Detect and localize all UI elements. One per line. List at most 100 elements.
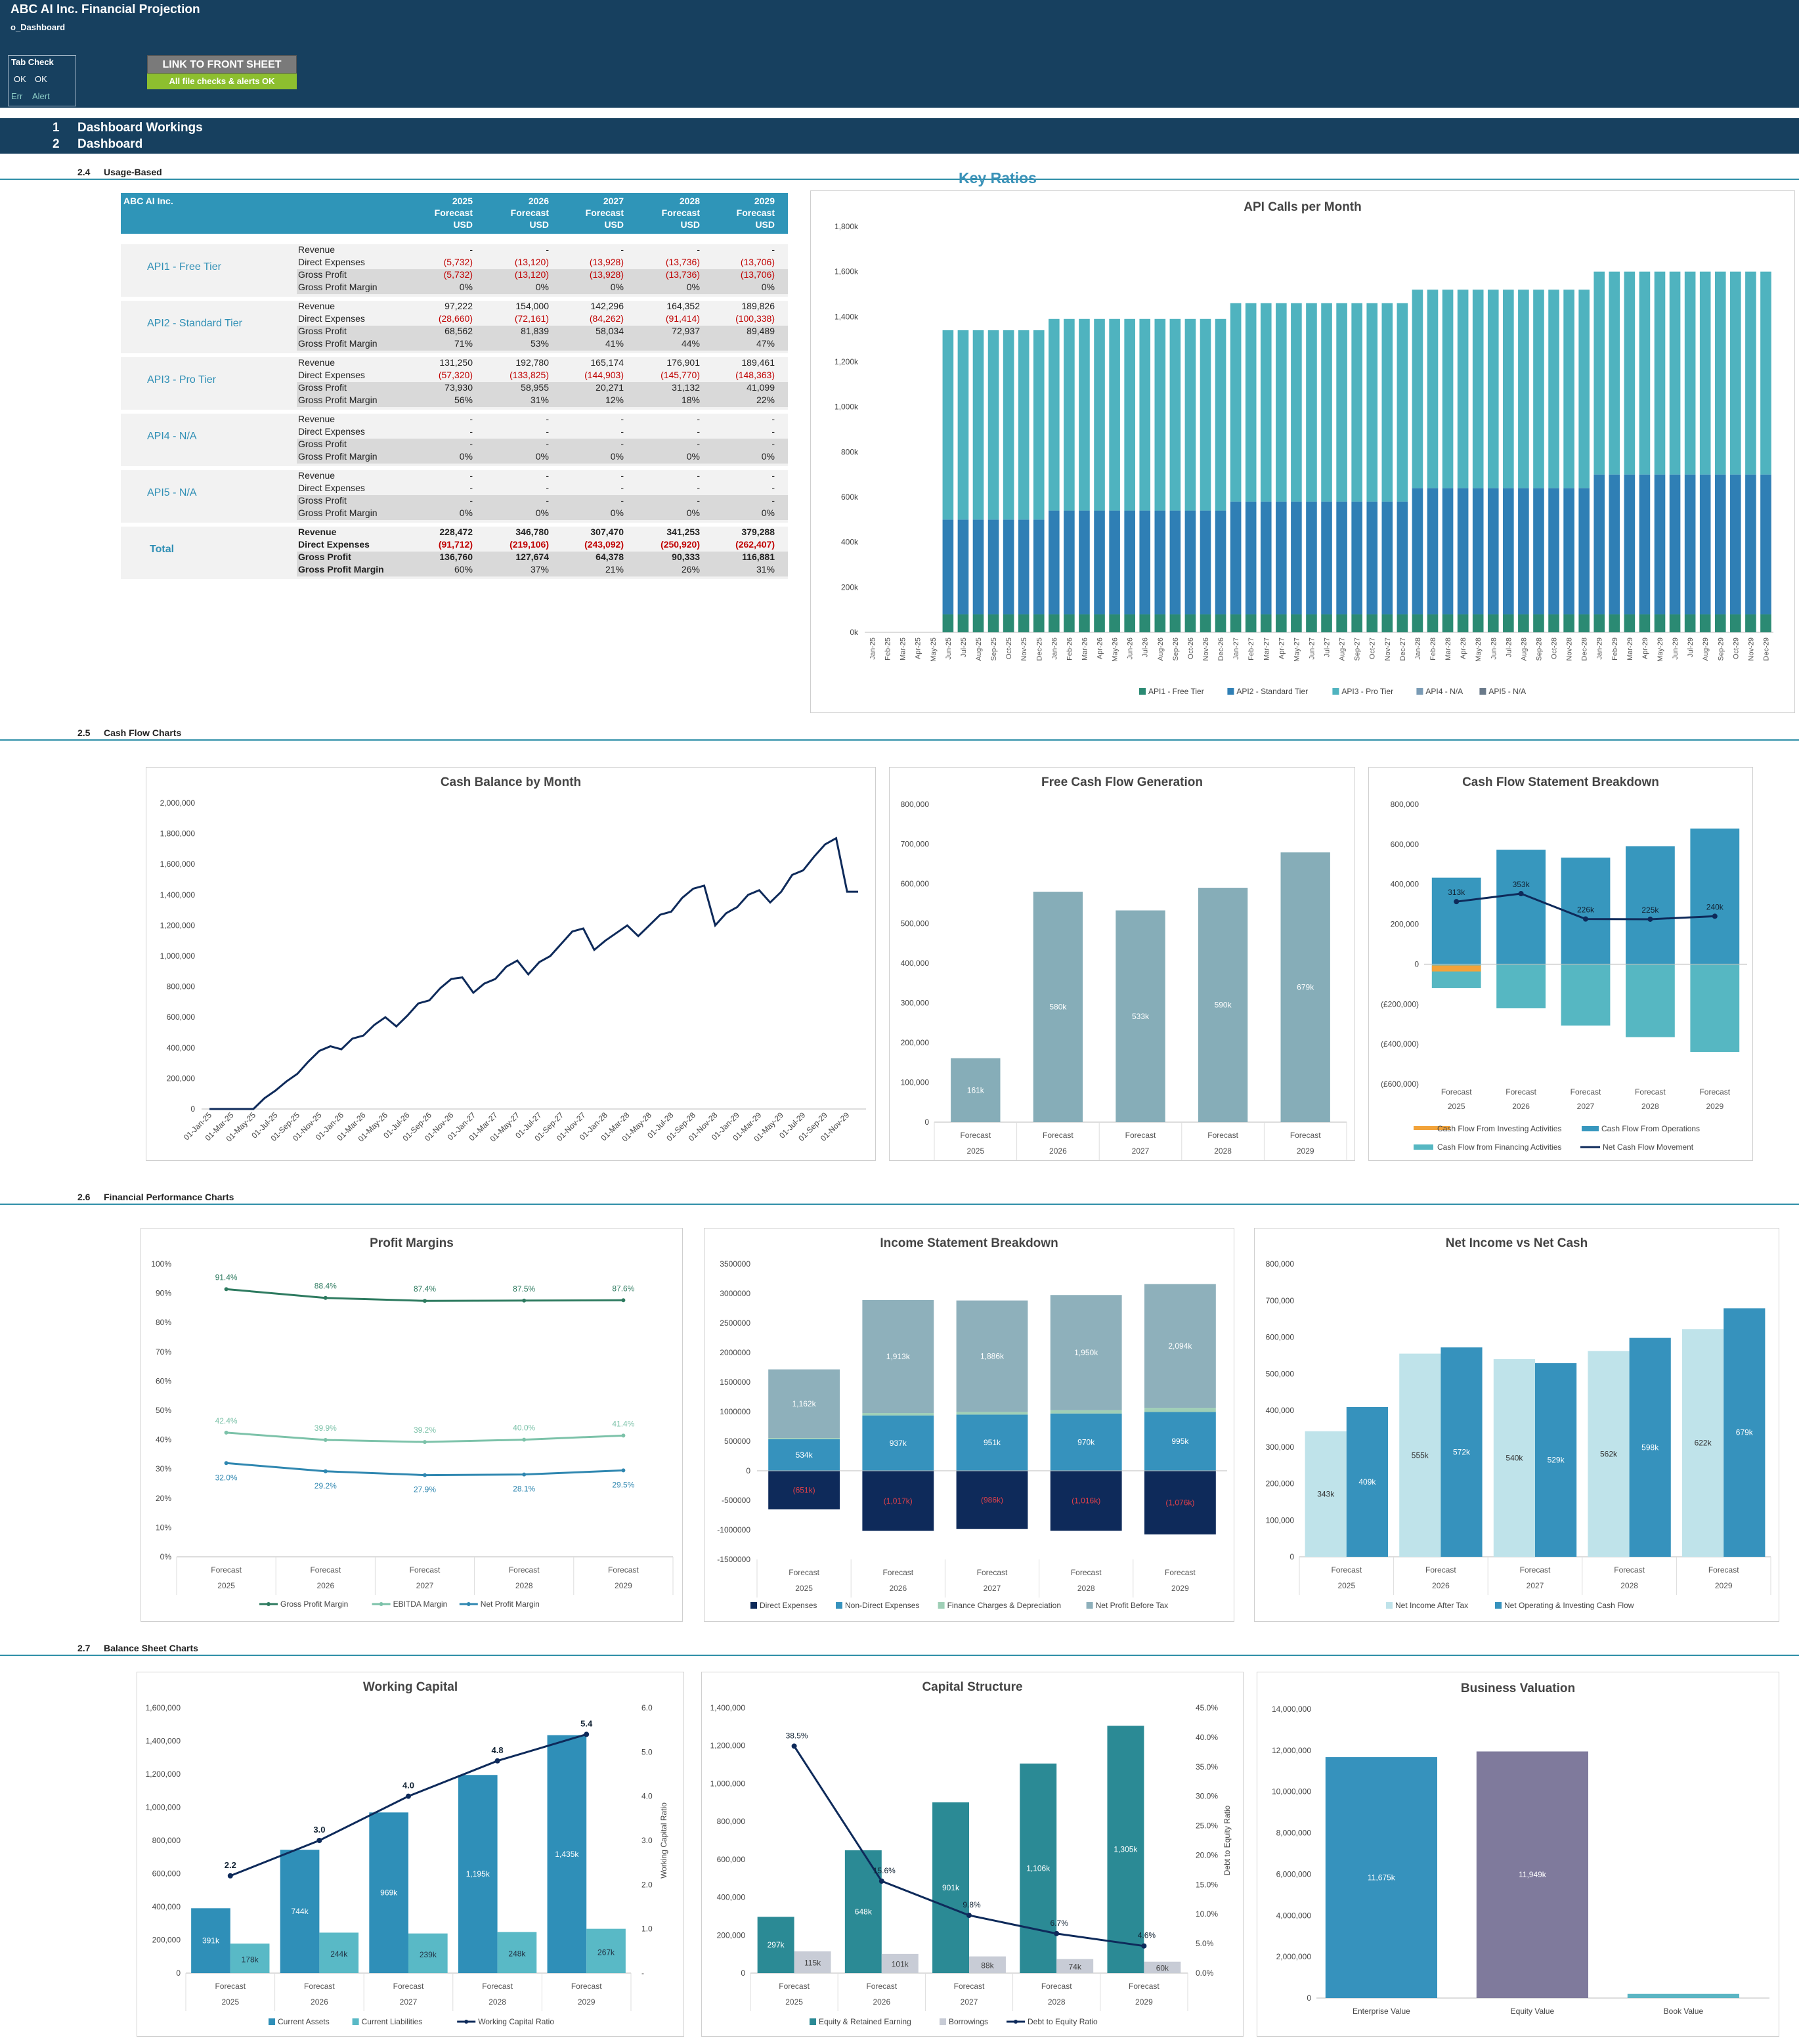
bar-std [1366, 501, 1378, 615]
table-row-label: Revenue [298, 357, 336, 368]
bar-std [1351, 501, 1362, 615]
x-tick-label: Aug-29 [1702, 638, 1710, 661]
nav-item-dashboard-workings[interactable]: Dashboard Workings [77, 121, 203, 135]
net-income-bar [1441, 1347, 1483, 1557]
ratio-marker [878, 1878, 884, 1884]
y-tick-label: 600,000 [1391, 840, 1420, 849]
file-checks-status: All file checks & alerts OK [147, 74, 297, 89]
margin-marker [522, 1437, 527, 1442]
table-cell: 31% [530, 395, 549, 405]
link-to-front-sheet-button[interactable]: LINK TO FRONT SHEET [147, 55, 297, 74]
bar-pro [1094, 318, 1105, 511]
net-income-data-label: 529k [1548, 1456, 1565, 1465]
nav-item-dashboard[interactable]: Dashboard [77, 137, 143, 151]
bar-free [1624, 614, 1636, 632]
y-tick-label: 600,000 [901, 879, 930, 888]
borrowings-label: 74k [1068, 1962, 1081, 1971]
net-income-data-label: 540k [1506, 1453, 1523, 1462]
nav-item-1-number: 1 [53, 121, 60, 135]
bar-std [1563, 488, 1574, 615]
x-category-label: 2025 [217, 1581, 235, 1590]
bar-free [1654, 614, 1666, 632]
ratio-marker [316, 1838, 322, 1843]
x-tick-label: Jun-26 [1127, 638, 1135, 660]
y-tick-label: -1000000 [717, 1525, 750, 1534]
table-cell: 71% [454, 338, 473, 349]
borrowings-label: 101k [892, 1959, 909, 1968]
net-income-bar [1588, 1351, 1630, 1557]
legend-label: Non-Direct Expenses [845, 1601, 919, 1610]
bar-std [1124, 510, 1135, 615]
table-cell: (5,732) [443, 269, 473, 280]
bar-free [1593, 614, 1605, 632]
table-row: Revenue - - - - - [121, 414, 788, 426]
table-cell: 0% [459, 451, 473, 462]
x-tick-label: Jan-25 [869, 638, 877, 660]
direct-expenses-label: (651k) [793, 1485, 815, 1494]
table-cell: - [469, 244, 473, 255]
table-cell: (13,120) [514, 257, 549, 267]
app-header: ABC AI Inc. Financial Projection o_Dashb… [0, 0, 1799, 108]
bar-free [1245, 614, 1257, 632]
x-category-top-label: Forecast [1571, 1087, 1601, 1097]
year-header: 2029 [754, 196, 775, 206]
legend-swatch [1086, 1602, 1093, 1609]
bar-std [1336, 501, 1347, 615]
x-tick-label: Jul-28 [1505, 638, 1513, 657]
bar-pro [1654, 271, 1666, 475]
capital-structure-svg: 0 200,000 400,000 600,000 800,000 1,000,000 1,… [710, 1703, 1232, 2026]
table-row: Gross Profit Margin 0% 0% 0% 0% 0% [297, 282, 788, 294]
cfs-operations-bar [1431, 877, 1481, 965]
x-category-top-label: Forecast [1425, 1565, 1456, 1575]
bar-std [1200, 510, 1211, 615]
table-cell: (144,903) [584, 370, 624, 380]
y-tick-label: 400,000 [152, 1902, 181, 1911]
bar-free [1669, 614, 1681, 632]
x-tick-label: Aug-27 [1339, 638, 1347, 661]
table-cell: - [771, 483, 775, 493]
currency-header: USD [453, 219, 473, 230]
table-group-name: API4 - N/A [147, 431, 197, 442]
legend-swatch [940, 2018, 946, 2025]
x-category-top-label: Forecast [1071, 1568, 1102, 1577]
y-tick-label: 800,000 [1266, 1259, 1295, 1269]
table-cell: - [620, 470, 624, 481]
bar-pro [1276, 303, 1287, 502]
cash-flow-statement-svg: (£600,000) (£400,000) (£200,000) 0 200,000 40… [1381, 800, 1747, 1152]
bar-std [1184, 510, 1196, 615]
ratio-data-label: 15.6% [873, 1866, 896, 1875]
nav-item-2-number: 2 [53, 137, 60, 151]
table-row-label: Gross Profit Margin [298, 282, 378, 292]
y-tick-label: 800k [841, 447, 859, 456]
table-row: Direct Expenses (5,732) (13,120) (13,928) (1… [121, 257, 788, 269]
ratio-data-label: 4.8 [492, 1745, 504, 1755]
y-tick-label: 800,000 [901, 800, 930, 809]
legend-label: API5 - N/A [1488, 687, 1526, 696]
section-title: Balance Sheet Charts [104, 1643, 198, 1653]
x-category-top-label: Forecast [211, 1565, 242, 1575]
table-cell: 68,562 [444, 326, 473, 336]
margin-data-label: 32.0% [215, 1473, 238, 1482]
chart-title: Net Income vs Net Cash [1445, 1236, 1588, 1250]
bar-std [1548, 488, 1559, 615]
y-tick-label: 1,000,000 [160, 951, 196, 961]
current-liabilities-label: 267k [597, 1947, 615, 1957]
x-tick-label: Apr-27 [1278, 638, 1286, 659]
year-header: 2028 [679, 196, 700, 206]
non-direct-expenses-label: 534k [796, 1450, 813, 1460]
bar-pro [1215, 318, 1226, 511]
table-row: Gross Profit 68,562 81,839 58,034 72,937 89,4… [297, 326, 788, 338]
legend-label: Cash Flow From Operations [1601, 1124, 1700, 1133]
bar-free [1230, 614, 1242, 632]
x-tick-label: Sep-25 [990, 638, 998, 661]
bar-std [1639, 474, 1651, 615]
net-income-bar [1535, 1363, 1577, 1557]
y-tick-label: 1,000k [834, 402, 859, 412]
bar-pro [1669, 271, 1681, 475]
non-direct-expenses-bar [956, 1414, 1028, 1471]
bar-free [1730, 614, 1741, 632]
bar-std [1291, 501, 1302, 615]
x-tick-label: Nov-27 [1384, 638, 1392, 661]
bar-free [1699, 614, 1711, 632]
finance-charges-bar [862, 1413, 934, 1416]
